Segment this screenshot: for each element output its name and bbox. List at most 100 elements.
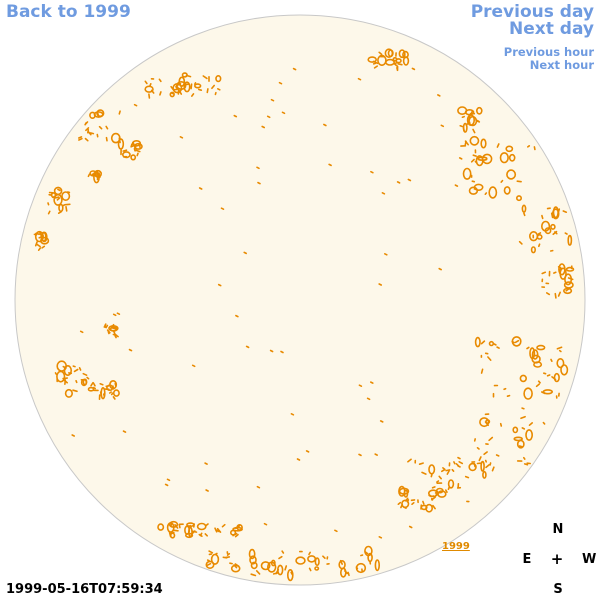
previous-day-link[interactable]: Previous day <box>470 2 594 22</box>
contour-mark <box>284 565 288 571</box>
contour-mark <box>210 553 220 565</box>
contour-mark <box>85 127 90 132</box>
contour-mark <box>470 158 475 163</box>
contour-mark <box>396 67 399 71</box>
contour-mark <box>468 186 479 195</box>
contour-mark <box>118 110 121 115</box>
contour-mark <box>431 486 436 489</box>
contour-mark <box>286 568 294 582</box>
contour-mark <box>374 453 379 456</box>
contour-mark <box>133 148 136 152</box>
contour-mark <box>378 51 383 56</box>
contour-mark <box>214 91 217 96</box>
contour-mark <box>189 524 192 528</box>
contour-mark <box>296 458 301 461</box>
contour-mark <box>112 389 120 397</box>
contour-mark <box>508 153 516 162</box>
contour-mark <box>185 74 192 78</box>
contour-mark <box>191 530 196 535</box>
contour-mark <box>458 157 463 160</box>
contour-mark <box>521 407 525 410</box>
contour-mark <box>257 181 261 185</box>
contour-mark <box>275 568 280 575</box>
contour-mark <box>233 114 238 118</box>
contour-mark <box>521 427 526 430</box>
contour-mark <box>407 458 412 463</box>
contour-mark <box>408 525 413 529</box>
contour-mark <box>71 434 75 437</box>
contour-mark <box>205 560 215 569</box>
contour-mark <box>220 207 225 210</box>
next-hour-link[interactable]: Next hour <box>529 58 594 72</box>
contour-mark <box>480 340 486 345</box>
contour-mark <box>564 273 573 286</box>
contour-mark <box>87 131 92 136</box>
contour-mark <box>493 343 497 346</box>
contour-mark <box>394 63 399 68</box>
back-to-year-link[interactable]: Back to 1999 <box>6 2 131 22</box>
contour-mark <box>95 173 99 177</box>
contour-mark <box>54 196 60 199</box>
contour-mark <box>87 386 95 392</box>
contour-mark <box>518 240 523 245</box>
contour-mark <box>513 436 523 442</box>
contour-mark <box>364 545 373 557</box>
contour-mark <box>483 451 488 456</box>
contour-mark <box>392 56 398 62</box>
contour-mark <box>528 422 534 427</box>
contour-mark <box>230 564 241 573</box>
contour-mark <box>34 241 38 247</box>
contour-mark <box>35 243 41 248</box>
previous-hour-link[interactable]: Previous hour <box>503 45 594 59</box>
contour-mark <box>397 501 402 506</box>
contour-mark <box>144 85 154 93</box>
contour-mark <box>103 323 107 328</box>
contour-mark <box>564 232 568 235</box>
contour-mark <box>170 92 174 95</box>
contour-mark <box>541 214 544 220</box>
contour-mark <box>461 115 466 118</box>
contour-mark <box>112 396 116 400</box>
contour-mark <box>383 253 388 256</box>
contour-mark <box>403 489 409 498</box>
contour-mark <box>280 350 284 354</box>
contour-mark <box>558 263 566 276</box>
contour-mark <box>243 251 247 255</box>
contour-mark <box>56 197 61 201</box>
contour-mark <box>105 136 108 142</box>
contour-mark <box>377 54 387 67</box>
contour-mark <box>459 125 463 128</box>
year-link[interactable]: 1999 <box>442 541 470 552</box>
next-day-link[interactable]: Next day <box>509 19 594 39</box>
contour-mark <box>204 533 208 537</box>
contour-mark <box>472 128 476 134</box>
contour-mark <box>174 523 179 529</box>
contour-mark <box>473 438 477 442</box>
contour-mark <box>428 464 436 475</box>
contour-mark <box>558 267 562 273</box>
contour-mark <box>130 143 133 148</box>
contour-mark <box>462 125 465 132</box>
contour-mark <box>235 314 239 318</box>
contour-mark <box>57 188 61 192</box>
contour-mark <box>175 86 180 91</box>
contour-mark <box>537 232 542 235</box>
contour-mark <box>110 392 114 396</box>
contour-mark <box>485 463 491 469</box>
contour-mark <box>93 111 104 118</box>
contour-mark <box>554 231 558 235</box>
contour-mark <box>545 292 551 296</box>
contour-mark <box>489 462 492 466</box>
contour-mark <box>64 388 73 398</box>
contour-mark <box>116 312 121 316</box>
contour-mark <box>499 152 509 164</box>
contour-mark <box>226 552 231 556</box>
contour-mark <box>436 94 441 97</box>
contour-mark <box>425 503 433 513</box>
contour-mark <box>546 374 551 377</box>
contour-mark <box>112 327 117 330</box>
compass-west-label: W <box>582 552 597 567</box>
compass-east-label: E <box>522 552 532 567</box>
contour-mark <box>216 527 222 533</box>
contour-mark <box>402 50 409 59</box>
